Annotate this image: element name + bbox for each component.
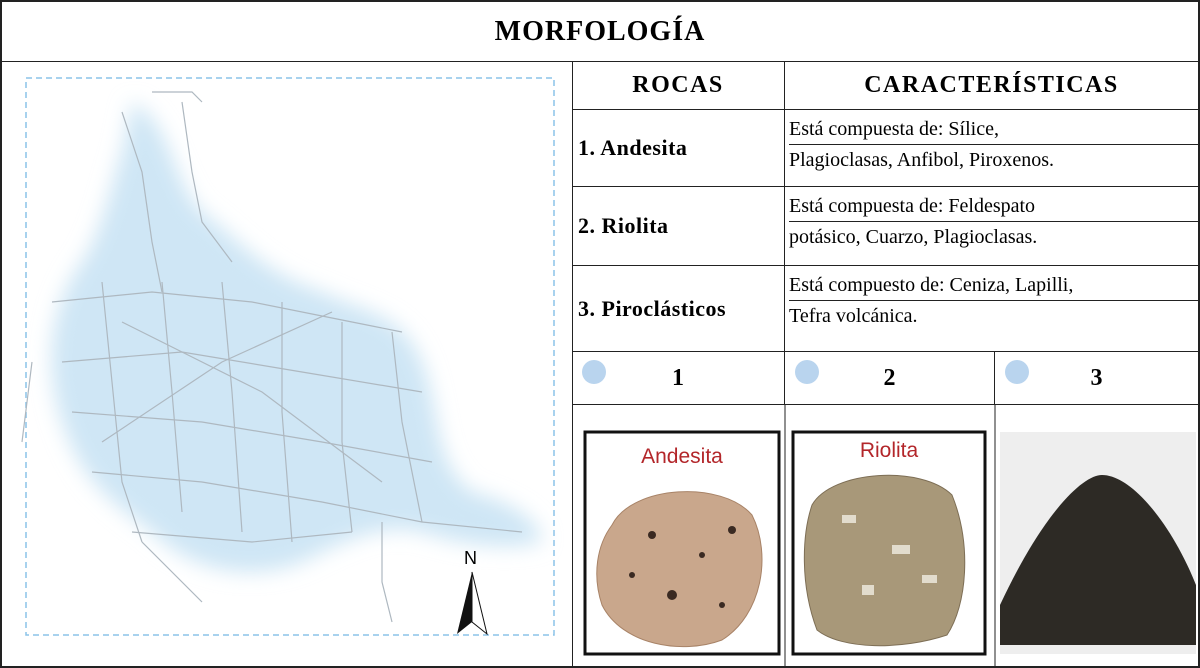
description-line: Está compuesta de: Feldespato — [789, 191, 1198, 222]
number: 3 — [1090, 364, 1103, 391]
sample-images: Andesita Riolita — [583, 405, 1196, 668]
header-cell: ROCAS — [572, 62, 785, 110]
title: MORFOLOGÍA — [2, 2, 1198, 62]
marker-dot — [582, 360, 606, 384]
rock-name: 2. Riolita — [572, 187, 785, 266]
number: 1 — [672, 364, 684, 391]
sample-number: 2 — [785, 352, 995, 405]
map: N — [21, 77, 555, 636]
rock-name: 1. Andesita — [572, 110, 785, 187]
description-line: Tefra volcánica. — [789, 305, 918, 327]
description: Está compuesta de: Feldespato potásico, C… — [785, 187, 1198, 266]
rock-name: 3. Piroclásticos — [572, 266, 785, 352]
marker-dot — [795, 360, 819, 384]
marker-dot — [1005, 360, 1029, 384]
north-label: N — [464, 548, 477, 568]
description: Está compuesto de: Ceniza, Lapilli, Tefra… — [785, 266, 1198, 352]
description-line: potásico, Cuarzo, Plagioclasas. — [789, 226, 1038, 248]
header-cell: CARACTERÍSTICAS — [785, 62, 1198, 110]
sample-number: 1 — [572, 352, 785, 405]
description-line: Está compuesto de: Ceniza, Lapilli, — [789, 270, 1198, 301]
number: 2 — [883, 364, 896, 391]
description: Está compuesta de: Sílice, Plagioclasas, … — [785, 110, 1198, 187]
sample-number: 3 — [995, 352, 1198, 405]
image-label: Andesita — [641, 445, 723, 468]
description-line: Está compuesta de: Sílice, — [789, 114, 1198, 145]
image-label: Riolita — [860, 439, 919, 462]
description-line: Plagioclasas, Anfibol, Piroxenos. — [789, 149, 1054, 171]
